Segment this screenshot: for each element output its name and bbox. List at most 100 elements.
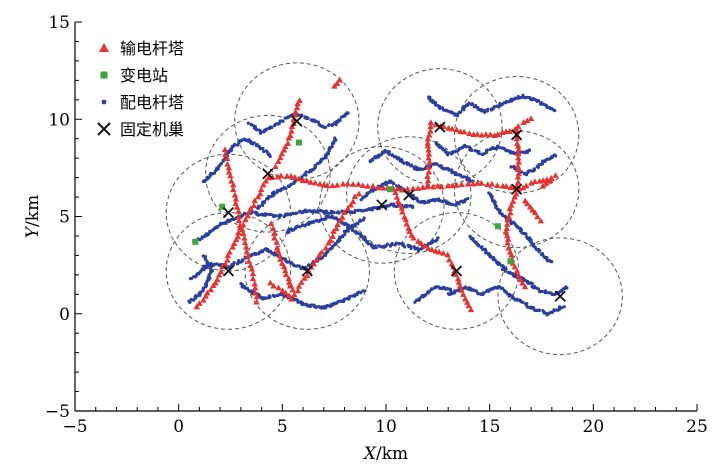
transmission-tower-point: [474, 179, 481, 186]
distribution-tower-point: [536, 287, 541, 291]
transmission-tower-point: [548, 175, 555, 181]
transmission-tower-point: [212, 279, 219, 286]
distribution-tower-point: [373, 154, 377, 159]
transmission-tower-point: [445, 124, 452, 131]
transmission-tower-point: [427, 119, 435, 125]
y-tick-label: 15: [48, 13, 70, 33]
substation-point: [192, 238, 199, 245]
distribution-tower-point: [417, 247, 421, 251]
distribution-tower-point: [327, 123, 331, 127]
transmission-tower-point: [402, 216, 410, 223]
distribution-tower-point: [565, 286, 569, 290]
distribution-tower-point: [476, 292, 480, 296]
distribution-tower-point: [435, 162, 439, 166]
transmission-tower-point: [537, 217, 544, 224]
distribution-tower-point: [503, 269, 507, 273]
distribution-tower-point: [202, 178, 207, 183]
transmission-tower-point: [291, 111, 299, 118]
distribution-tower-point: [363, 289, 367, 293]
transmission-tower-point: [298, 279, 305, 285]
distribution-tower-point: [284, 187, 288, 191]
distribution-tower-point: [195, 294, 199, 298]
distribution-tower-point: [524, 232, 528, 236]
coverage-circle: [319, 145, 445, 264]
distribution-tower-point: [554, 154, 558, 158]
distribution-tower-point: [431, 239, 435, 243]
distribution-tower-point: [359, 219, 363, 223]
fixed-nest-stroke: [301, 265, 313, 277]
distribution-tower-point: [274, 214, 278, 218]
transmission-tower-point: [215, 271, 223, 278]
fixed-nest-point: [301, 265, 313, 277]
distribution-tower-point: [503, 290, 507, 294]
transmission-tower-point: [225, 164, 233, 171]
fixed-nest-point: [222, 206, 235, 219]
distribution-tower-point: [531, 286, 535, 290]
distribution-tower-point: [562, 305, 566, 309]
transmission-tower-point: [235, 208, 242, 214]
distribution-tower-point: [467, 101, 471, 105]
transmission-tower-point: [364, 182, 371, 189]
transmission-tower-point: [478, 180, 485, 186]
distribution-tower-point: [447, 168, 451, 172]
transmission-tower-point: [288, 127, 295, 134]
transmission-tower-point: [289, 286, 296, 293]
transmission-tower-point: [507, 209, 514, 216]
axes: −5 0 5 10 15 20 25 −5 0 5 10 15 X/km Y/km: [23, 13, 708, 464]
distribution-tower-point: [343, 222, 348, 227]
distribution-tower-point: [273, 192, 277, 196]
transmission-tower-point: [398, 204, 405, 211]
distribution-tower-point: [212, 171, 217, 175]
transmission-tower-point: [504, 220, 511, 227]
distribution-tower-point: [240, 258, 245, 262]
distribution-tower-point: [402, 161, 406, 165]
transmission-tower-point: [312, 256, 320, 263]
distribution-tower-point: [218, 222, 222, 226]
distribution-tower-point: [232, 261, 236, 265]
distribution-tower-point: [417, 200, 421, 204]
transmission-tower-point: [235, 217, 243, 224]
transmission-tower-point: [305, 268, 313, 275]
distribution-tower-point: [262, 149, 266, 154]
distribution-tower-point: [397, 241, 401, 246]
fixed-nest-stroke: [222, 206, 235, 219]
distribution-tower-point: [316, 209, 320, 213]
distribution-tower-point: [230, 144, 234, 148]
transmission-tower-point: [229, 243, 236, 250]
distribution-tower-point: [446, 151, 451, 155]
distribution-tower-point: [300, 303, 304, 307]
transmission-tower-point: [285, 134, 292, 141]
transmission-tower-point: [200, 296, 207, 303]
transmission-tower-point: [514, 165, 522, 172]
distribution-tower-point: [346, 111, 350, 115]
transmission-tower-point: [310, 260, 318, 267]
distribution-tower-point: [257, 204, 262, 209]
transmission-tower-point: [428, 246, 436, 253]
transmission-tower-point: [448, 125, 456, 132]
substation-point: [507, 258, 514, 265]
distribution-tower-point: [504, 99, 509, 104]
transmission-tower-point: [333, 225, 340, 231]
fixed-nest-point: [450, 265, 463, 277]
transmission-tower-point: [274, 247, 282, 254]
transmission-tower-point: [511, 193, 518, 200]
distribution-tower-point: [430, 287, 434, 291]
distribution-tower-point: [459, 110, 463, 114]
transmission-tower-point: [333, 80, 341, 86]
distribution-tower-point: [250, 210, 254, 214]
transmission-tower-point: [232, 200, 239, 206]
distribution-tower-point: [480, 109, 484, 113]
transmission-tower-point: [249, 270, 257, 277]
transmission-tower-point: [275, 158, 282, 165]
transmission-tower-point: [511, 263, 519, 270]
transmission-tower-point: [307, 178, 314, 185]
distribution-tower-point: [409, 246, 413, 251]
distribution-tower-point: [455, 113, 460, 118]
transmission-tower-point: [231, 191, 239, 198]
distribution-tower-point: [356, 208, 361, 212]
transmission-tower-point: [460, 291, 467, 297]
distribution-tower-point: [389, 202, 393, 207]
distribution-tower-point: [254, 128, 259, 132]
x-tick-label: 5: [277, 417, 288, 437]
